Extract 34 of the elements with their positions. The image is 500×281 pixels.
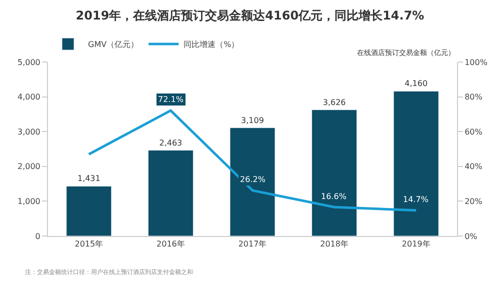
x-tick-label: 2017年 xyxy=(238,240,267,249)
x-tick-label: 2018年 xyxy=(320,240,348,249)
data-label: 3,626 xyxy=(322,98,346,107)
y-tick-label: 0 xyxy=(35,232,40,241)
legend-label: 同比增速（%） xyxy=(184,40,240,50)
y2-tick-label: 80% xyxy=(464,92,483,102)
data-label: 1,431 xyxy=(77,174,100,184)
y2-tick-label: 20% xyxy=(464,197,483,206)
data-label: 2,463 xyxy=(159,138,182,148)
chart-title: 2019年，在线酒店预订交易金额达4160亿元，同比增长14.7% xyxy=(76,8,424,23)
y-tick-label: 5,000 xyxy=(17,58,40,67)
y-tick-label: 2,000 xyxy=(17,162,40,172)
x-tick-label: 2019年 xyxy=(402,240,430,249)
x-tick-label: 2015年 xyxy=(74,240,104,249)
legend-label: GMV（亿元） xyxy=(88,40,139,50)
y2-tick-label: 40% xyxy=(464,162,483,172)
bar xyxy=(66,186,112,236)
data-label: 16.6% xyxy=(321,192,347,201)
y2-tick-label: 100% xyxy=(464,58,488,67)
data-label: 3,109 xyxy=(241,116,264,125)
bar xyxy=(393,90,439,236)
y2-tick-label: 60% xyxy=(464,127,483,136)
bar xyxy=(230,128,276,236)
data-label: 72.1% xyxy=(158,95,184,104)
bar xyxy=(312,110,358,236)
y2-tick-label: 0% xyxy=(464,232,478,241)
data-label: 26.2% xyxy=(240,175,266,184)
y-tick-label: 3,000 xyxy=(17,127,40,136)
bar xyxy=(148,150,194,236)
y-tick-label: 4,000 xyxy=(17,92,40,102)
x-tick-label: 2016年 xyxy=(156,240,185,249)
data-label: 4,160 xyxy=(404,79,428,88)
y-tick-label: 1,000 xyxy=(17,197,40,206)
data-label: 14.7% xyxy=(403,195,429,204)
